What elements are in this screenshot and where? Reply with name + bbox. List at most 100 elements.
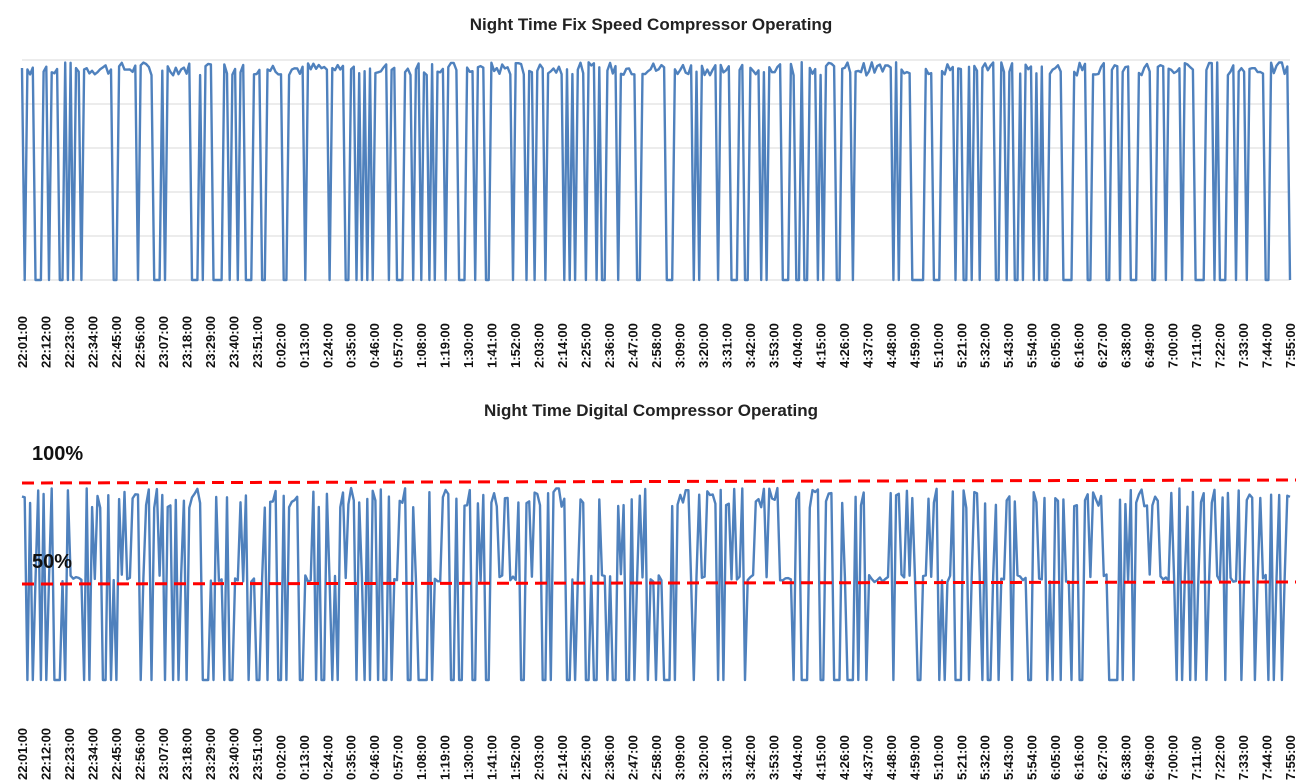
x-tick-label: 4:04:00	[790, 323, 805, 368]
annotation-100-percent: 100%	[32, 443, 83, 465]
x-tick-label: 0:24:00	[320, 323, 335, 368]
x-tick-label: 6:05:00	[1048, 323, 1063, 368]
x-tick-label: 23:07:00	[156, 728, 171, 780]
x-tick-label: 23:40:00	[226, 728, 241, 780]
x-tick-label: 2:03:00	[532, 735, 547, 780]
x-tick-label: 23:07:00	[156, 316, 171, 368]
x-tick-label: 1:08:00	[414, 323, 429, 368]
x-tick-label: 2:36:00	[602, 323, 617, 368]
x-tick-label: 0:35:00	[344, 323, 359, 368]
x-tick-label: 0:13:00	[297, 323, 312, 368]
x-tick-label: 0:24:00	[320, 735, 335, 780]
x-tick-label: 7:11:00	[1189, 324, 1204, 368]
x-tick-label: 2:14:00	[555, 735, 570, 780]
chart-title: Night Time Fix Speed Compressor Operatin…	[470, 15, 832, 34]
x-tick-label: 23:51:00	[250, 316, 265, 368]
x-tick-label: 22:45:00	[109, 316, 124, 368]
x-tick-label: 22:34:00	[85, 316, 100, 368]
x-tick-label: 4:48:00	[884, 323, 899, 368]
x-tick-label: 6:38:00	[1119, 323, 1134, 368]
x-tick-label: 6:05:00	[1048, 735, 1063, 780]
x-tick-label: 22:23:00	[62, 728, 77, 780]
x-tick-label: 5:43:00	[1001, 735, 1016, 780]
x-tick-label: 7:22:00	[1213, 735, 1228, 780]
series-line	[20, 61, 1292, 282]
x-tick-label: 4:15:00	[813, 735, 828, 780]
x-tick-label: 6:27:00	[1095, 323, 1110, 368]
x-axis-tick-labels: 22:01:00 22:12:00 22:23:00 22:34:00 22:45:00…	[15, 316, 1298, 368]
x-tick-label: 22:56:00	[132, 728, 147, 780]
threshold-line-50	[21, 580, 1297, 586]
x-tick-label: 3:09:00	[673, 735, 688, 780]
x-tick-label: 2:14:00	[555, 323, 570, 368]
x-tick-label: 3:31:00	[719, 323, 734, 368]
x-tick-label: 2:47:00	[626, 735, 641, 780]
x-tick-label: 5:21:00	[954, 323, 969, 368]
x-tick-label: 2:47:00	[626, 323, 641, 368]
x-tick-label: 23:40:00	[226, 316, 241, 368]
x-tick-label: 3:42:00	[743, 735, 758, 780]
x-tick-label: 2:03:00	[532, 323, 547, 368]
x-tick-label: 4:59:00	[907, 735, 922, 780]
x-tick-label: 3:20:00	[696, 735, 711, 780]
x-tick-label: 2:25:00	[579, 735, 594, 780]
x-tick-label: 5:10:00	[931, 735, 946, 780]
x-tick-label: 7:33:00	[1236, 323, 1251, 368]
x-tick-label: 5:54:00	[1025, 735, 1040, 780]
x-tick-label: 23:29:00	[203, 728, 218, 780]
annotation-50-percent: 50%	[32, 551, 72, 573]
x-tick-label: 1:30:00	[461, 735, 476, 780]
x-tick-label: 1:19:00	[438, 735, 453, 780]
x-tick-label: 22:23:00	[62, 316, 77, 368]
x-tick-label: 4:15:00	[813, 323, 828, 368]
x-tick-label: 23:29:00	[203, 316, 218, 368]
x-tick-label: 1:52:00	[508, 323, 523, 368]
x-tick-label: 5:54:00	[1025, 323, 1040, 368]
x-tick-label: 23:18:00	[179, 316, 194, 368]
x-tick-label: 0:57:00	[391, 735, 406, 780]
x-tick-label: 5:32:00	[978, 735, 993, 780]
digital-series-line	[21, 486, 1291, 682]
x-tick-label: 2:25:00	[579, 323, 594, 368]
series-line	[21, 486, 1291, 682]
x-tick-label: 4:26:00	[837, 735, 852, 780]
x-tick-label: 22:12:00	[39, 728, 54, 780]
x-tick-label: 3:53:00	[766, 323, 781, 368]
x-tick-label: 4:37:00	[860, 735, 875, 780]
x-axis-tick-labels: 22:01:00 22:12:00 22:23:00 22:34:00 22:45:00…	[15, 728, 1298, 780]
x-tick-label: 3:53:00	[766, 735, 781, 780]
x-tick-label: 4:48:00	[884, 735, 899, 780]
x-tick-label: 7:00:00	[1166, 735, 1181, 780]
x-tick-label: 4:37:00	[860, 323, 875, 368]
x-tick-label: 2:58:00	[649, 323, 664, 368]
x-tick-label: 0:46:00	[367, 323, 382, 368]
x-tick-label: 22:56:00	[132, 316, 147, 368]
x-tick-label: 0:02:00	[273, 735, 288, 780]
x-tick-label: 3:42:00	[743, 323, 758, 368]
x-tick-label: 6:38:00	[1119, 735, 1134, 780]
x-tick-label: 1:30:00	[461, 323, 476, 368]
x-tick-label: 5:32:00	[978, 323, 993, 368]
fix-speed-series-line	[20, 61, 1292, 282]
x-tick-label: 1:19:00	[438, 323, 453, 368]
x-tick-label: 7:44:00	[1260, 735, 1275, 780]
x-tick-label: 3:31:00	[719, 735, 734, 780]
x-tick-label: 1:08:00	[414, 735, 429, 780]
x-tick-label: 22:45:00	[109, 728, 124, 780]
x-tick-label: 6:27:00	[1095, 735, 1110, 780]
x-tick-label: 6:49:00	[1142, 735, 1157, 780]
digital-chart-svg: Night Time Digital Compressor Operating …	[15, 401, 1298, 780]
chart-title: Night Time Digital Compressor Operating	[484, 401, 818, 420]
digital-compressor-chart: Night Time Digital Compressor Operating …	[0, 390, 1302, 783]
gridlines	[22, 59, 1290, 281]
threshold-lines	[21, 478, 1297, 586]
x-tick-label: 7:22:00	[1213, 323, 1228, 368]
x-tick-label: 1:41:00	[485, 323, 500, 368]
x-tick-label: 0:46:00	[367, 735, 382, 780]
x-tick-label: 0:35:00	[344, 735, 359, 780]
x-tick-label: 5:21:00	[954, 735, 969, 780]
x-tick-label: 22:34:00	[85, 728, 100, 780]
x-tick-label: 4:04:00	[790, 735, 805, 780]
x-tick-label: 0:13:00	[297, 735, 312, 780]
x-tick-label: 7:11:00	[1189, 736, 1204, 780]
